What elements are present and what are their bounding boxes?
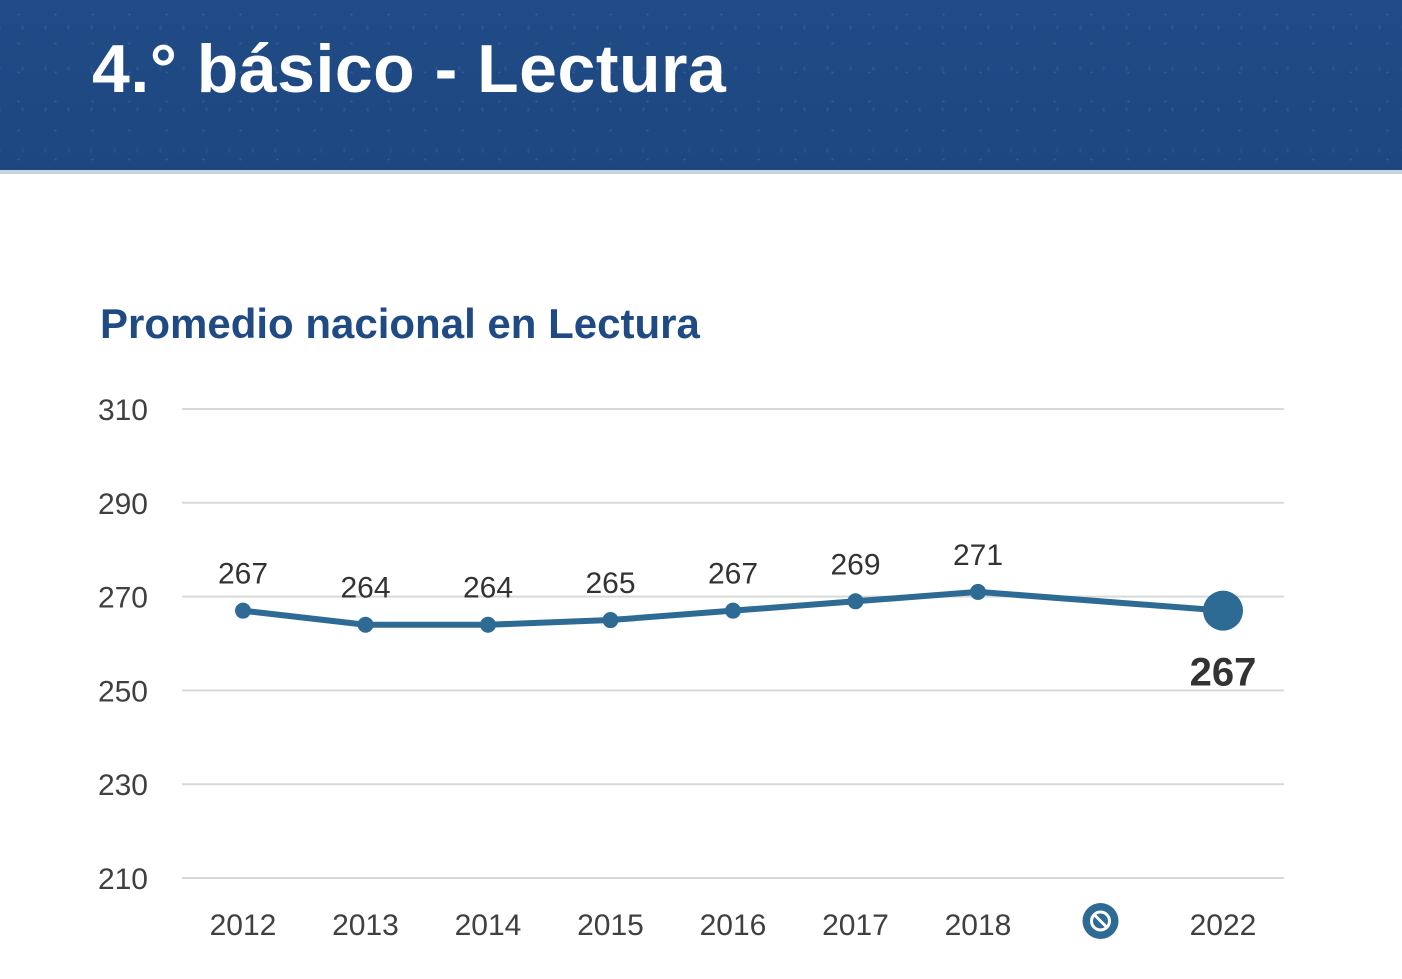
- x-tick-label: 2016: [700, 909, 767, 942]
- data-label: 264: [463, 572, 513, 605]
- data-point: [970, 583, 986, 600]
- page-title: 4.° básico - Lectura: [92, 31, 727, 107]
- data-point: [847, 593, 864, 610]
- x-tick-label: 2018: [945, 909, 1012, 942]
- data-label-final: 267: [1190, 651, 1257, 695]
- y-tick-label: 210: [98, 863, 148, 896]
- data-label: 264: [340, 572, 390, 605]
- x-tick-label: 2014: [455, 909, 522, 942]
- data-label: 269: [830, 548, 880, 581]
- no-measurement-icon: [1082, 903, 1119, 939]
- data-label: 267: [708, 558, 758, 591]
- y-tick-label: 230: [98, 769, 148, 802]
- x-tick-label: 2022: [1190, 909, 1257, 942]
- data-point: [602, 612, 619, 629]
- y-tick-label: 270: [98, 582, 148, 615]
- header-banner: [0, 0, 1402, 170]
- series-line: [240, 588, 1226, 628]
- x-tick-label: 2017: [822, 909, 889, 942]
- chart-title: Promedio nacional en Lectura: [100, 300, 700, 347]
- data-point: [725, 602, 741, 619]
- x-tick-label: 2012: [210, 909, 277, 942]
- y-tick-label: 290: [98, 488, 148, 521]
- header-divider: [0, 170, 1402, 174]
- data-label: 271: [953, 539, 1003, 572]
- y-tick-label: 310: [98, 394, 148, 427]
- x-tick-label: 2013: [332, 909, 399, 942]
- y-tick-label: 250: [98, 675, 148, 708]
- data-label: 265: [585, 567, 635, 600]
- data-point-highlight: [1203, 590, 1243, 631]
- data-point: [480, 616, 496, 633]
- data-point: [235, 602, 251, 619]
- data-label: 267: [218, 558, 268, 591]
- x-tick-label: 2015: [577, 909, 644, 942]
- data-point: [357, 616, 374, 633]
